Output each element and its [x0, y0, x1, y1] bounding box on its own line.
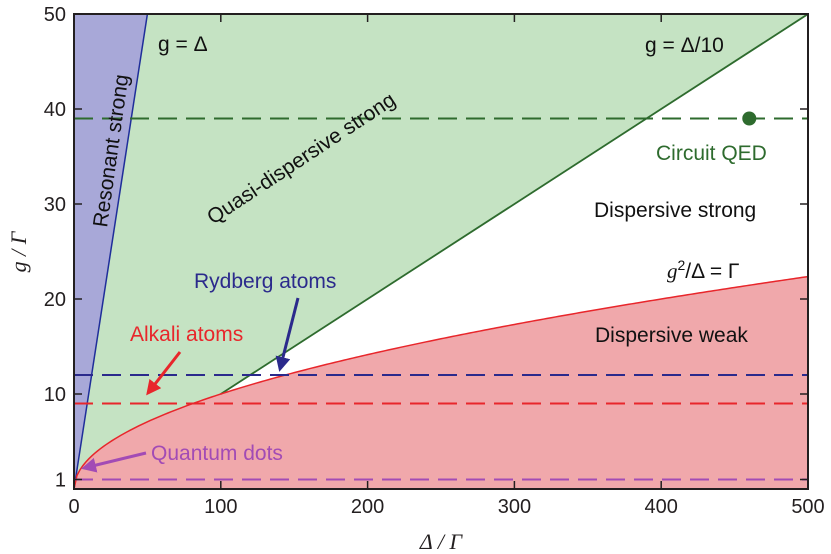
- label-alkali-atoms: Alkali atoms: [130, 323, 243, 346]
- x-tick-label: 500: [791, 496, 824, 518]
- label-quantum-dots: Quantum dots: [151, 442, 283, 465]
- y-axis-title: g / Γ: [6, 230, 31, 272]
- label-g-equals-delta: g = Δ: [158, 33, 208, 56]
- y-tick-label: 50: [44, 4, 66, 26]
- label-g-equals-delta-over-10: g = Δ/10: [645, 34, 724, 57]
- circuit-qed-point: [742, 111, 757, 126]
- x-tick-label: 400: [645, 496, 678, 518]
- boundary-g-squared-over-delta: [74, 275, 808, 489]
- x-tick-label: 300: [498, 496, 531, 518]
- x-tick-label: 0: [68, 496, 79, 518]
- x-tick-label: 100: [204, 496, 237, 518]
- boundary-g-equals-delta: [74, 14, 149, 489]
- x-tick-label: 200: [351, 496, 384, 518]
- y-tick-label: 30: [44, 194, 66, 216]
- y-tick-label: 1: [55, 470, 66, 492]
- region-dispersive-weak: [74, 276, 808, 489]
- label-rydberg-atoms: Rydberg atoms: [194, 270, 336, 293]
- label-dispersive-weak: Dispersive weak: [595, 324, 748, 347]
- label-circuit-qed: Circuit QED: [656, 142, 767, 165]
- x-axis-title: Δ / Γ: [419, 529, 464, 554]
- label-dispersive-strong: Dispersive strong: [594, 199, 756, 222]
- y-tick-label: 20: [44, 289, 66, 311]
- plot-frame: [73, 13, 809, 490]
- y-tick-label: 10: [44, 384, 66, 406]
- arrow-quantum-dots: [81, 451, 147, 473]
- boundary-g-equals-delta-over-10: [220, 14, 808, 395]
- arrow-rydberg: [275, 297, 300, 372]
- label-g-squared-over-delta: g2/Δ = Γ: [667, 257, 740, 283]
- y-tick-label: 40: [44, 99, 66, 121]
- arrow-alkali: [146, 351, 182, 396]
